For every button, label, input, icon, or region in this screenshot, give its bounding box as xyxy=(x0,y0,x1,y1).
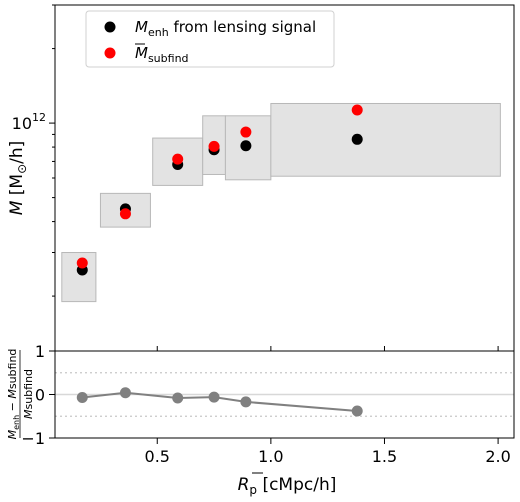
residual-point xyxy=(76,392,88,404)
residual-series xyxy=(76,387,363,417)
x-tick-label: 1.5 xyxy=(372,447,397,466)
lensing-mass-point xyxy=(351,133,363,145)
legend: Menh from lensing signal Msubfind xyxy=(85,10,335,68)
x-tick-label: 2.0 xyxy=(485,447,510,466)
residual-y-tick-label: −1 xyxy=(21,429,45,448)
residual-point xyxy=(119,387,131,399)
x-tick-label: 0.5 xyxy=(145,447,170,466)
error-boxes xyxy=(61,102,501,303)
residual-label-numerator: Menh − Msubfind xyxy=(6,349,21,440)
residual-reference-lines xyxy=(55,372,514,417)
legend-label-lensing: Menh from lensing signal xyxy=(135,18,316,39)
mass-y-axis-label: M [M⊙/h] xyxy=(7,141,29,216)
mass-panel: 1012 M [M⊙/h] Menh from lensing signal M… xyxy=(7,4,515,352)
data-points xyxy=(76,104,363,276)
residual-point xyxy=(172,392,184,404)
subfind-mass-point xyxy=(240,126,252,138)
residual-label-denominator: Msubfind xyxy=(22,369,35,419)
legend-marker-lensing xyxy=(104,21,116,33)
residual-y-tick-label: 0 xyxy=(35,386,45,405)
residual-point xyxy=(351,405,363,417)
x-axis-label: Rp [cMpc/h] xyxy=(238,475,337,497)
residual-point xyxy=(240,396,252,408)
legend-label-subfind: Msubfind xyxy=(135,44,189,65)
mass-panel-y-ticks: 1012 xyxy=(12,4,499,351)
lensing-mass-point xyxy=(240,140,252,152)
subfind-mass-point xyxy=(172,153,184,165)
residual-point xyxy=(208,391,220,403)
error-box xyxy=(270,102,501,177)
residual-y-tick-label: 1 xyxy=(35,342,45,361)
x-ticks: 0.5 1.0 1.5 2.0 xyxy=(145,438,511,466)
x-tick-label: 1.0 xyxy=(258,447,283,466)
subfind-mass-point xyxy=(351,104,363,116)
residual-y-ticks: −1 0 1 xyxy=(21,342,55,448)
legend-frame xyxy=(85,10,335,68)
subfind-mass-point xyxy=(119,208,131,220)
y-tick-label: 1012 xyxy=(12,111,46,133)
residual-line xyxy=(82,391,358,413)
subfind-mass-point xyxy=(76,257,88,269)
legend-marker-subfind xyxy=(104,47,116,59)
residual-y-axis-label: Menh − Msubfind Msubfind xyxy=(6,349,35,440)
subfind-mass-point xyxy=(208,140,220,152)
residual-panel: −1 0 1 0.5 1.0 1.5 2.0 Menh − Msubfind Msubfi… xyxy=(6,342,515,497)
